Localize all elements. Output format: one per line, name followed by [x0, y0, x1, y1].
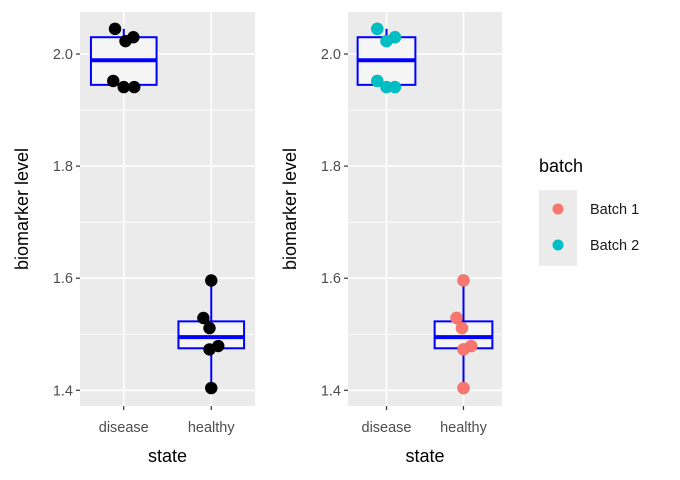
- y-tick-label: 1.8: [53, 159, 73, 175]
- x-tick-label-disease: disease: [362, 420, 412, 436]
- data-point: [203, 343, 216, 356]
- legend-label-batch-1: Batch 1: [590, 202, 639, 218]
- legend-title: batch: [539, 156, 583, 176]
- y-tick-label: 1.6: [321, 271, 341, 287]
- data-point: [388, 80, 402, 94]
- y-tick-label: 1.4: [53, 383, 73, 399]
- data-point: [108, 22, 122, 36]
- data-point: [203, 321, 216, 335]
- x-tick-label-healthy: healthy: [440, 420, 488, 436]
- y-tick-label: 1.4: [321, 383, 341, 399]
- x-tick-label-disease: disease: [99, 420, 149, 436]
- data-point: [450, 311, 464, 325]
- legend-label-batch-2: Batch 2: [590, 238, 639, 254]
- data-point: [205, 381, 218, 395]
- data-point: [128, 80, 141, 94]
- data-point: [197, 311, 210, 325]
- legend-key-background: [539, 190, 577, 266]
- data-point: [370, 22, 384, 36]
- x-tick-label-healthy: healthy: [188, 420, 236, 436]
- data-point: [455, 321, 469, 335]
- data-point: [119, 34, 132, 48]
- y-tick-label: 1.6: [53, 271, 73, 287]
- data-point: [205, 274, 218, 287]
- data-point: [457, 381, 470, 395]
- y-axis-title: biomarker level: [12, 148, 32, 270]
- data-point: [370, 74, 384, 88]
- data-point: [457, 274, 470, 287]
- y-tick-label: 1.8: [321, 159, 341, 175]
- x-axis-title: state: [405, 446, 444, 466]
- right-panel: 1.4 1.6 1.8 2.0 disease healthy state biomarker…: [280, 12, 502, 466]
- y-axis-title: biomarker level: [280, 148, 300, 270]
- x-axis-title: state: [148, 446, 187, 466]
- data-point: [107, 74, 120, 88]
- y-tick-label: 2.0: [53, 47, 73, 63]
- legend-key-batch-1: [552, 203, 564, 215]
- legend: batch Batch 1 Batch 2: [539, 156, 639, 266]
- legend-key-batch-2: [552, 239, 564, 251]
- data-point: [380, 34, 393, 48]
- data-point: [117, 80, 130, 94]
- y-tick-label: 2.0: [321, 47, 341, 63]
- data-point: [457, 342, 470, 356]
